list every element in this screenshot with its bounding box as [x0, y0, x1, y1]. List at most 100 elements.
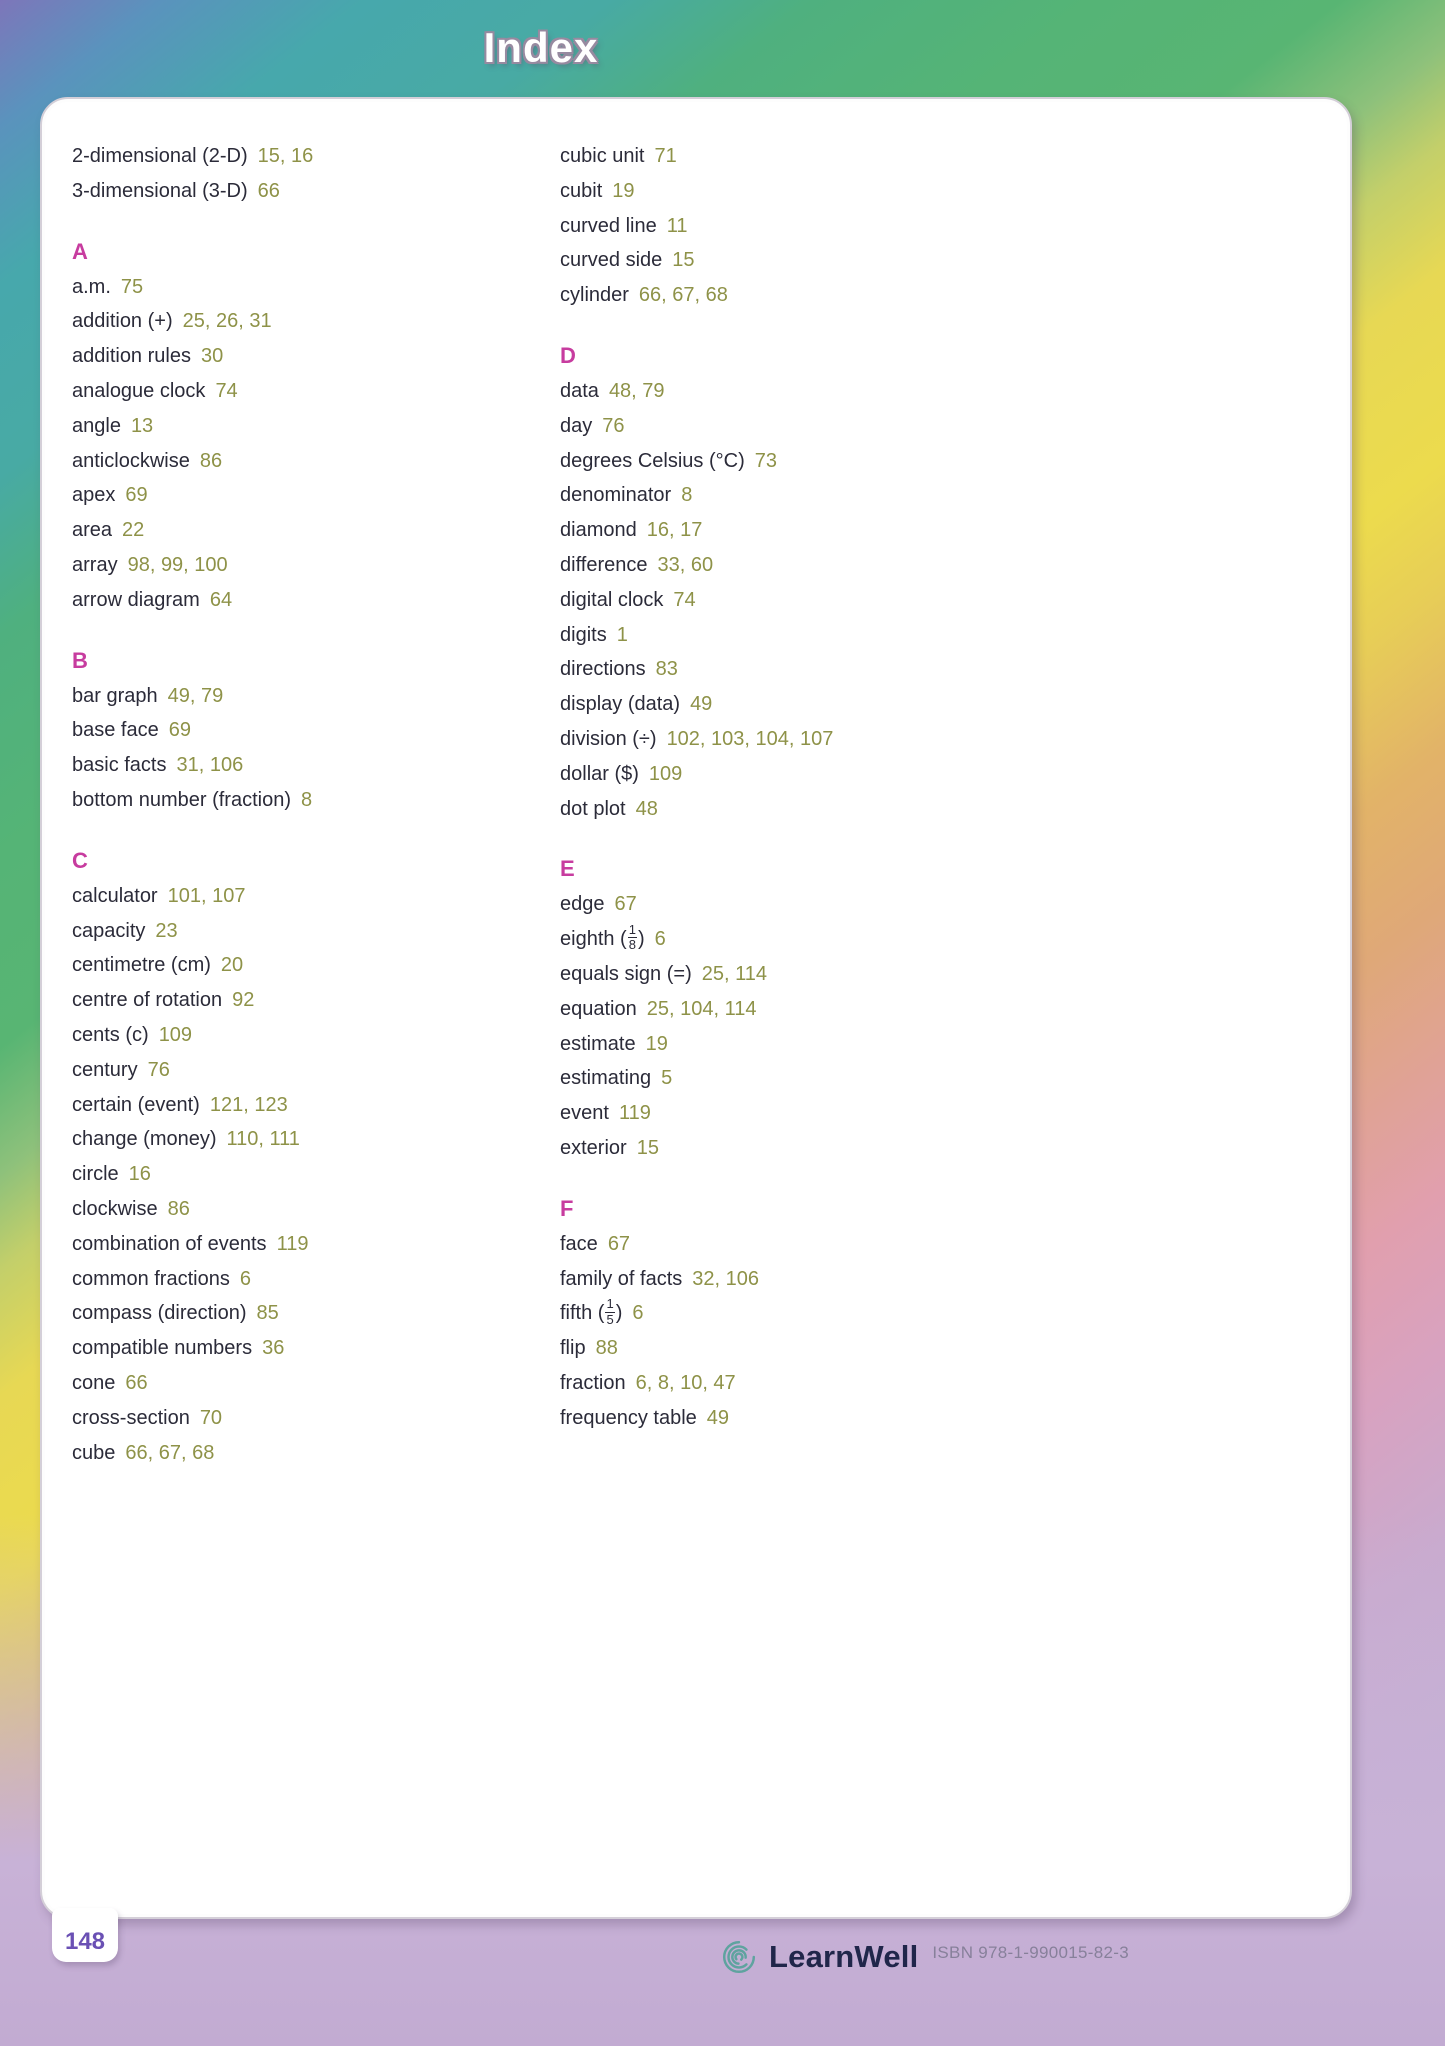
section-letter: A — [72, 238, 88, 264]
index-entry: bottom number (fraction) 8 — [72, 783, 560, 818]
index-pages: 70 — [199, 1406, 223, 1429]
index-term: frequency table — [560, 1406, 697, 1429]
index-entry: cross-section 70 — [72, 1401, 560, 1436]
index-pages: 101, 107 — [167, 884, 246, 907]
index-pages: 22 — [122, 519, 145, 542]
index-entry: array 98, 99, 100 — [72, 548, 560, 583]
index-pages: 6, 8, 10, 47 — [635, 1371, 736, 1394]
index-entry: fifth (1 5) 6 — [560, 1296, 1330, 1331]
index-term: equation — [560, 997, 637, 1020]
index-pages: 85 — [256, 1302, 279, 1325]
index-entry: common fractions 6 — [72, 1262, 560, 1297]
index-entry: edge 67 — [560, 887, 1330, 922]
index-entry: equals sign (=) 25, 114 — [560, 957, 1330, 992]
page-number-badge: 148 — [52, 1908, 118, 1962]
index-pages: 102, 103, 104, 107 — [666, 727, 834, 750]
index-pages: 49, 79 — [167, 684, 224, 707]
index-term: bar graph — [72, 684, 158, 707]
index-entry: base face 69 — [72, 713, 560, 748]
index-pages: 109 — [648, 762, 683, 785]
index-pages: 6 — [239, 1267, 251, 1290]
index-entry: exterior 15 — [560, 1131, 1330, 1166]
index-entry: frequency table 49 — [560, 1401, 1330, 1436]
index-term: digital clock — [560, 588, 664, 611]
index-term: cubit — [560, 179, 603, 202]
index-term: centre of rotation — [72, 989, 223, 1012]
index-pages: 66, 67, 68 — [125, 1441, 215, 1464]
index-term: cross-section — [72, 1406, 190, 1429]
section-letter: D — [560, 342, 576, 368]
index-entry: flip 88 — [560, 1331, 1330, 1366]
index-pages: 49 — [706, 1406, 730, 1429]
index-term: centimetre (cm) — [72, 954, 211, 977]
index-term: 2-dimensional (2-D) — [72, 145, 248, 167]
index-pages: 110, 111 — [226, 1128, 300, 1151]
index-entry: change (money) 110, 111 — [72, 1122, 560, 1157]
section-letter: B — [72, 647, 88, 673]
index-term: cents (c) — [72, 1023, 149, 1046]
index-entry: fraction 6, 8, 10, 47 — [560, 1366, 1330, 1401]
index-entry: anticlockwise 86 — [72, 444, 560, 479]
index-pages: 25, 104, 114 — [646, 997, 757, 1020]
index-pages: 15 — [636, 1136, 659, 1159]
index-term: denominator — [560, 484, 672, 507]
brand-name: LearnWell — [769, 1939, 919, 1974]
index-entry: apex 69 — [72, 478, 560, 513]
index-entry: analogue clock 74 — [72, 374, 560, 409]
index-entry: display (data) 49 — [560, 687, 1330, 722]
index-term: cone — [72, 1371, 116, 1394]
index-pages: 19 — [645, 1032, 668, 1055]
index-columns: 2-dimensional (2-D) 15, 16 3-dimensional (… — [72, 139, 1330, 1470]
index-entry: certain (event) 121, 123 — [72, 1088, 560, 1123]
index-entry: family of facts 32, 106 — [560, 1262, 1330, 1297]
index-pages: 83 — [655, 658, 678, 681]
footer: LearnWell ISBN 978-1-990015-82-3 — [718, 1936, 1129, 1978]
index-term: anticlockwise — [72, 449, 190, 472]
index-entry: estimating 5 — [560, 1061, 1330, 1096]
index-term: cubic unit — [560, 145, 645, 167]
index-pages: 15 — [672, 249, 695, 272]
index-entry: day 76 — [560, 409, 1330, 444]
index-entry: face 67 — [560, 1227, 1330, 1262]
index-entry: event 119 — [560, 1096, 1330, 1131]
index-entry: estimate 19 — [560, 1027, 1330, 1062]
index-term: circle — [72, 1163, 119, 1186]
index-pages: 6 — [632, 1302, 644, 1325]
index-term: display (data) — [560, 693, 681, 716]
index-pages: 92 — [232, 989, 255, 1012]
index-pages: 5 — [661, 1067, 673, 1090]
index-pages: 66, 67, 68 — [638, 284, 728, 307]
index-pages: 16, 17 — [646, 519, 703, 542]
index-term: area — [72, 519, 113, 542]
index-term: cube — [72, 1441, 116, 1464]
index-entry: bar graph 49, 79 — [72, 679, 560, 714]
index-term: eighth (1 8) — [560, 921, 645, 953]
index-term: digits — [560, 623, 607, 646]
index-pages: 67 — [607, 1232, 631, 1255]
index-term: clockwise — [72, 1197, 158, 1220]
section-letter: E — [560, 856, 575, 882]
index-entry: division (÷) 102, 103, 104, 107 — [560, 722, 1330, 757]
index-pages: 74 — [215, 379, 238, 402]
index-term: equals sign (=) — [560, 962, 692, 985]
index-column-right: cubic unit 71 cubit 19 curved line 11 curved s… — [560, 139, 1330, 1436]
index-entry: cubit 19 — [560, 174, 1330, 209]
index-term: combination of events — [72, 1232, 267, 1255]
index-term: difference — [560, 553, 648, 576]
index-term: curved side — [560, 249, 663, 272]
index-pages: 25, 114 — [701, 962, 767, 985]
index-entry: digits 1 — [560, 618, 1330, 653]
index-pages: 119 — [618, 1102, 651, 1125]
index-term: arrow diagram — [72, 588, 200, 611]
index-term: angle — [72, 414, 121, 437]
index-pages: 30 — [200, 345, 224, 368]
index-pages: 64 — [209, 588, 233, 611]
index-term: addition rules — [72, 345, 191, 368]
index-pages: 66 — [257, 179, 280, 202]
index-term: event — [560, 1102, 609, 1125]
index-term: a.m. — [72, 275, 111, 298]
